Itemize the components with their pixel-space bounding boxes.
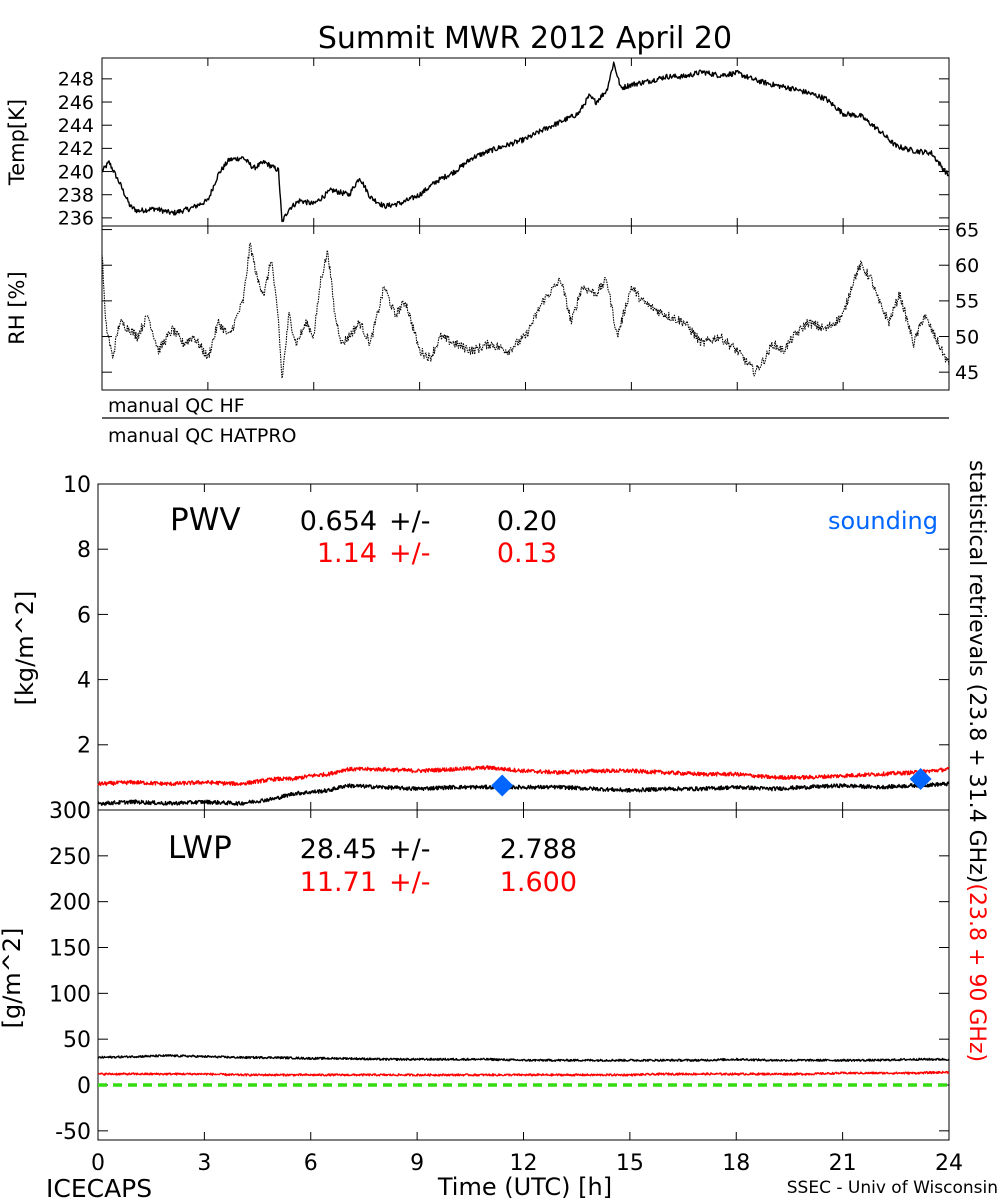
lwp-axis-label: [g/m^2]: [0, 928, 26, 1029]
pwv-stat-red-pm: +/-: [389, 538, 430, 569]
lwp-ytick-label: 0: [77, 1074, 91, 1099]
pwv-stat-black-mean: 0.654: [300, 506, 377, 537]
pwv-ytick-label: 2: [77, 734, 91, 759]
pwv-stat-red-mean: 1.14: [317, 538, 377, 569]
temp-ytick-label: 240: [58, 161, 94, 183]
pwv-ticks: 0 2 4 6 8 10: [63, 473, 949, 824]
temp-ytick-label: 246: [58, 92, 94, 114]
time-tick-label: 0: [91, 1151, 105, 1176]
pwv-series-line: [97, 765, 950, 787]
lwp-series: [97, 1054, 950, 1087]
time-axis-ticks: 0 3 6 9 12 15 18 21 24: [91, 58, 963, 1176]
rh-plot-frame: [101, 225, 950, 391]
lwp-ytick-label: 300: [49, 799, 91, 824]
pwv-stat-red-sd: 0.13: [497, 538, 557, 569]
lwp-label: LWP: [168, 830, 232, 866]
time-tick-label: 6: [304, 1151, 318, 1176]
pwv-ytick-label: 4: [77, 669, 91, 694]
sounding-markers: [491, 768, 932, 797]
time-axis-label: Time (UTC) [h]: [437, 1173, 612, 1200]
rh-ticks: 45 50 55 60 65: [102, 219, 979, 384]
temp-ytick-label: 248: [58, 69, 94, 91]
chart-title: Summit MWR 2012 April 20: [318, 21, 732, 56]
lwp-ytick-label: 250: [49, 845, 91, 870]
pwv-label: PWV: [170, 502, 241, 538]
lwp-ytick-label: 50: [63, 1028, 91, 1053]
pwv-ytick-label: 8: [77, 538, 91, 563]
temp-series-line: [101, 61, 949, 223]
rh-panel: RH [%] 45 50 55 60 65: [5, 219, 979, 391]
rh-ytick-label: 55: [955, 291, 979, 313]
right-side-label: statistical retrievals (23.8 + 31.4 GHz)…: [964, 460, 989, 1062]
lwp-stat-black-mean: 28.45: [300, 834, 377, 865]
lwp-stat-black-sd: 2.788: [500, 834, 577, 865]
rh-ytick-label: 45: [955, 362, 979, 384]
lwp-series-line: [97, 1054, 950, 1062]
pwv-series: [97, 765, 950, 806]
rh-series-line: [101, 242, 950, 379]
right-label-red: (23.8 + 90 GHz): [964, 883, 989, 1062]
time-tick-label: 18: [722, 1151, 750, 1176]
lwp-ytick-label: 150: [49, 936, 91, 961]
rh-series: [101, 242, 950, 379]
footer-right-label: SSEC - Univ of Wisconsin: [787, 1178, 998, 1198]
qc-panel: manual QC HF manual QC HATPRO: [102, 395, 949, 447]
temp-ytick-label: 242: [58, 138, 94, 160]
lwp-stat-red-pm: +/-: [389, 867, 430, 898]
temp-ytick-label: 238: [58, 185, 94, 207]
temp-axis-label: Temp[K]: [5, 99, 29, 186]
lwp-series-line: [97, 1070, 950, 1077]
qc-row-hatpro: manual QC HATPRO: [108, 425, 297, 447]
pwv-ytick-label: 10: [63, 473, 91, 498]
pwv-ytick-label: 0: [77, 799, 91, 824]
lwp-stat-red-sd: 1.600: [500, 867, 577, 898]
pwv-ytick-label: 6: [77, 603, 91, 628]
pwv-axis-label: [kg/m^2]: [11, 591, 39, 706]
right-label-black: statistical retrievals (23.8 + 31.4 GHz): [964, 460, 989, 883]
temp-plot-frame: [101, 57, 950, 227]
temp-ytick-label: 244: [58, 115, 94, 137]
lwp-ytick-label: -50: [55, 1120, 91, 1145]
lwp-stat-red-mean: 11.71: [300, 867, 377, 898]
lwp-ticks: -50 0 50 100 150 200 250 300: [49, 799, 949, 1145]
temp-ytick-label: 236: [58, 208, 94, 230]
sounding-marker: [491, 774, 514, 797]
rh-ytick-label: 50: [955, 326, 979, 348]
time-tick-label: 12: [510, 1151, 538, 1176]
sounding-legend-label: sounding: [828, 507, 938, 535]
pwv-panel: [kg/m^2] PWV 0.654 +/- 0.20 1.14 +/- 0.1…: [11, 473, 950, 824]
rh-ytick-label: 60: [955, 255, 979, 277]
time-tick-label: 9: [410, 1151, 424, 1176]
rh-ytick-label: 65: [955, 219, 979, 241]
time-tick-label: 15: [616, 1151, 644, 1176]
temp-series: [101, 61, 949, 223]
lwp-ytick-label: 200: [49, 891, 91, 916]
rh-axis-label: RH [%]: [5, 271, 29, 344]
time-tick-label: 21: [829, 1151, 857, 1176]
footer-left-label: ICECAPS: [46, 1174, 152, 1200]
pwv-stat-black-sd: 0.20: [497, 506, 557, 537]
qc-row-hf: manual QC HF: [108, 395, 245, 417]
pwv-stat-black-pm: +/-: [389, 506, 430, 537]
time-tick-label: 3: [197, 1151, 211, 1176]
time-tick-label: 24: [935, 1151, 963, 1176]
lwp-panel: [g/m^2] LWP 28.45 +/- 2.788 11.71 +/- 1.…: [0, 58, 963, 1200]
sounding-marker: [909, 768, 932, 791]
lwp-stat-black-pm: +/-: [389, 834, 430, 865]
lwp-ytick-label: 100: [49, 982, 91, 1007]
pwv-series-line: [97, 781, 950, 806]
